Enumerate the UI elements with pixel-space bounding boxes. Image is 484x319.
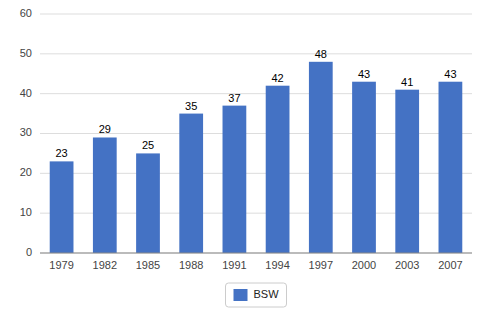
y-tick-label: 60 [20, 7, 32, 19]
x-tick-label: 1979 [49, 259, 73, 271]
bar [395, 90, 419, 253]
x-axis-line [40, 253, 472, 254]
data-label: 41 [401, 76, 413, 88]
grid-line [40, 253, 472, 254]
y-tick-label: 40 [20, 87, 32, 99]
data-label: 25 [142, 139, 154, 151]
x-tick-label: 1997 [309, 259, 333, 271]
chart-svg: 0 10 20 30 40 50 60 23 29 25 35 37 42 48 43 41 43 1979 198… [0, 0, 484, 319]
bar [136, 153, 160, 253]
x-tick-label: 1985 [136, 259, 160, 271]
bar [223, 106, 247, 253]
bar [50, 161, 74, 253]
x-tick-label: 1988 [179, 259, 203, 271]
data-label: 29 [99, 123, 111, 135]
legend-box [226, 283, 287, 307]
x-tick-label: 2007 [438, 259, 462, 271]
data-labels: 23 29 25 35 37 42 48 43 41 43 [55, 48, 456, 160]
legend: BSW [226, 283, 287, 307]
bar [439, 82, 463, 253]
bar [352, 82, 376, 253]
bar [93, 137, 117, 253]
data-label: 35 [185, 100, 197, 112]
data-label: 48 [315, 48, 327, 60]
data-label: 37 [228, 92, 240, 104]
y-tick-label: 10 [20, 206, 32, 218]
y-tick-label: 50 [20, 47, 32, 59]
bar [266, 86, 290, 253]
x-tick-label: 1982 [93, 259, 117, 271]
x-tick-label: 1991 [222, 259, 246, 271]
data-label: 43 [358, 68, 370, 80]
x-tick-label: 1994 [265, 259, 289, 271]
chart-container: 0 10 20 30 40 50 60 23 29 25 35 37 42 48 43 41 43 1979 198… [0, 0, 484, 319]
legend-label: BSW [254, 288, 280, 300]
grid-line [40, 14, 472, 15]
x-axis: 1979 1982 1985 1988 1991 1994 1997 2000 2003 2007 [40, 253, 472, 271]
x-tick-label: 2003 [395, 259, 419, 271]
legend-swatch [234, 289, 248, 301]
grid-line [40, 53, 472, 54]
y-tick-label: 30 [20, 126, 32, 138]
bars [50, 62, 463, 253]
x-tick-label: 2000 [352, 259, 376, 271]
y-axis: 0 10 20 30 40 50 60 [20, 7, 32, 258]
data-label: 43 [444, 68, 456, 80]
bar [309, 62, 333, 253]
grid [40, 14, 472, 253]
y-tick-label: 20 [20, 166, 32, 178]
bar [179, 114, 203, 253]
y-tick-label: 0 [26, 246, 32, 258]
data-label: 23 [55, 147, 67, 159]
data-label: 42 [271, 72, 283, 84]
